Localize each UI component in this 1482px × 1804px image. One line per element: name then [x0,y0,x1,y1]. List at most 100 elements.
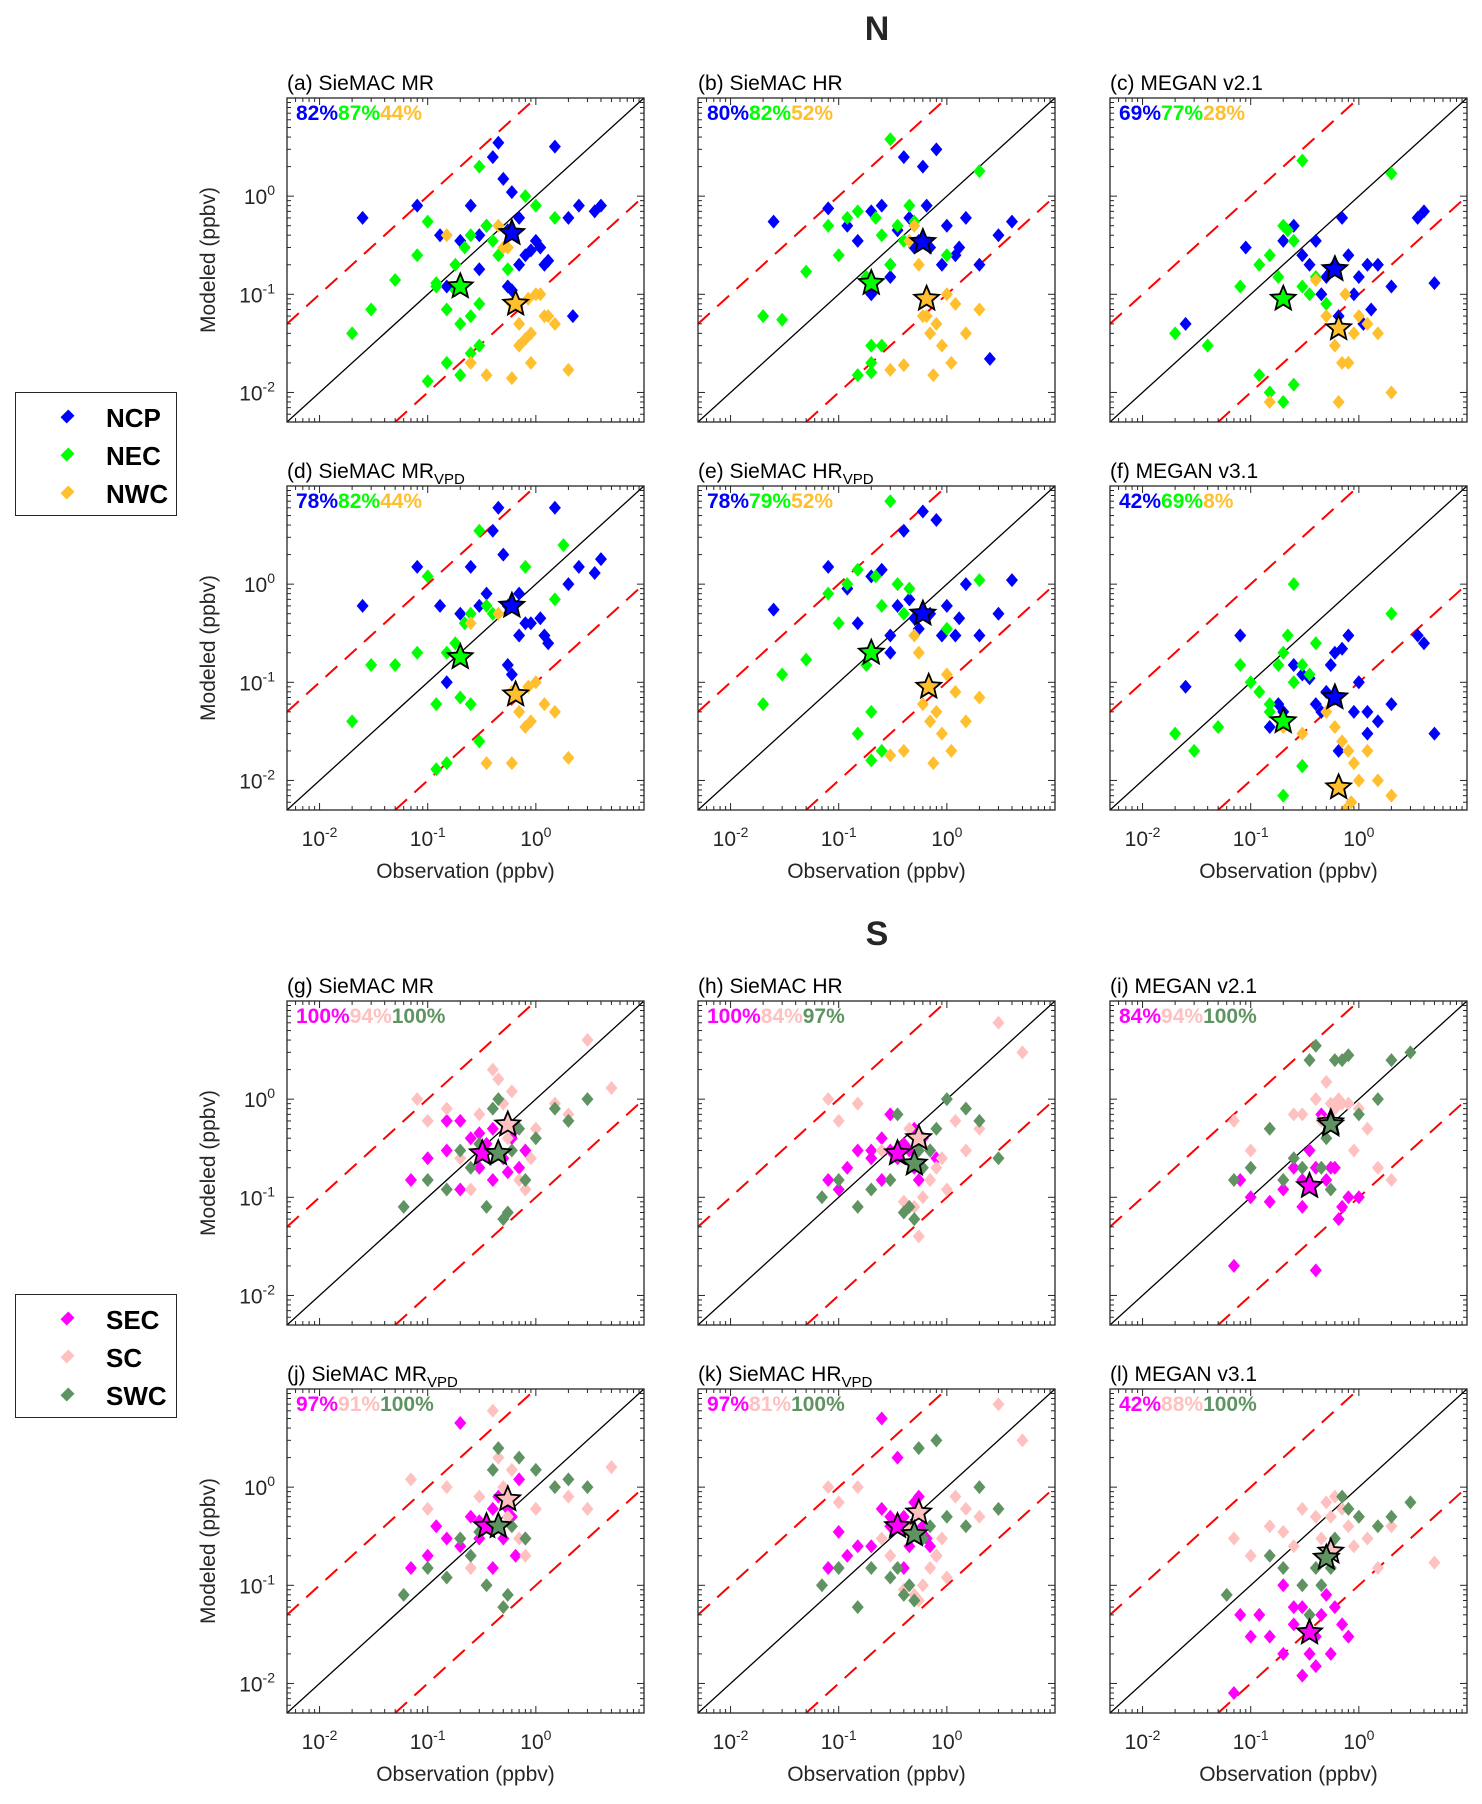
data-point-ncp [940,598,953,613]
data-point-sec [832,1524,845,1539]
data-point-sc [1296,1107,1309,1122]
data-point-sc [1371,1160,1384,1175]
data-point-swc [581,1480,594,1495]
data-point-sc [473,1107,486,1122]
one-to-one-line [698,1001,1055,1325]
data-point-swc [519,1173,532,1188]
data-point-sec [822,1173,835,1188]
data-point-sec [1303,1143,1316,1158]
mean-star-nec [1268,706,1298,734]
data-point-sc [404,1472,417,1487]
data-point-swc [903,1578,916,1593]
data-point-nwc [464,616,477,631]
data-point-nwc [1320,309,1333,324]
axes-box [1109,1388,1468,1714]
hit-rate-nec: 82% [338,490,380,513]
data-point-sec [454,1539,467,1554]
data-point-ncp [959,577,972,592]
tick-exponent: 0 [544,824,552,840]
data-point-sec [440,1113,453,1128]
upper-factor10-line [698,486,948,713]
data-point-nec [529,198,542,213]
data-point-ncp [949,628,962,643]
data-point-sc [1385,1173,1398,1188]
tick-base: 10 [931,1731,954,1754]
data-point-swc [973,1113,986,1128]
data-point-nec [865,355,878,370]
mean-star-nwc [914,671,944,700]
data-point-nec [1234,658,1247,673]
data-point-sc [949,1113,962,1128]
data-point-sc [464,1561,477,1576]
data-point-nwc [542,309,555,324]
data-point-nec [1201,338,1214,353]
axes-box [1109,1000,1468,1326]
data-point-ncp [513,257,526,272]
data-point-nwc [930,704,943,719]
data-point-sc [1227,1113,1240,1128]
data-point-sc [1342,1096,1355,1111]
y-axis-label: Modeled (ppbv) [197,187,220,333]
data-point-nec [776,667,789,682]
data-point-nwc [1345,795,1358,810]
data-point-sc [411,1092,424,1107]
tick-base: 10 [931,828,954,851]
data-point-ncp [562,210,575,225]
data-point-ncp [464,198,477,213]
panel-title: (h) SieMAC HR [698,975,843,998]
mean-star-nec [856,267,886,296]
data-point-sec [1234,1173,1247,1188]
data-point-sec [1277,1182,1290,1197]
data-point-swc [1336,1489,1349,1504]
data-point-sc [851,1480,864,1495]
data-point-swc [562,1113,575,1128]
lower-factor10-line [805,1486,1055,1713]
section-title-south: S [865,915,889,953]
mean-star-nwc [501,288,531,317]
data-point-sc [1361,1531,1374,1546]
data-point-ncp [897,523,910,538]
y-tick-label: 10-2 [239,766,275,793]
data-point-nwc [1342,743,1355,758]
data-point-sc [924,1173,937,1188]
data-point-ncp [1309,697,1322,712]
data-point-nwc [524,326,537,341]
tick-exponent: -2 [263,1669,276,1685]
data-point-nec [1296,759,1309,774]
data-point-sec [1320,1173,1333,1188]
data-point-swc [1263,1121,1276,1136]
data-point-nec [875,743,888,758]
data-point-sec [421,1151,434,1166]
data-point-nwc [513,316,526,331]
plot-area [1110,98,1467,422]
data-point-nec [940,621,953,636]
mean-star-swc [1316,1109,1346,1138]
data-point-ncp [572,198,585,213]
data-point-swc [865,1561,878,1576]
hit-rate-swc: 100% [392,1005,446,1028]
data-point-nec [473,159,486,174]
data-point-nwc [924,714,937,729]
x-tick-label: 100 [520,1727,551,1754]
data-point-sc [930,1160,943,1175]
data-point-swc [562,1472,575,1487]
data-point-ncp [1239,240,1252,255]
data-point-swc [492,1441,505,1456]
data-point-nec [1169,726,1182,741]
one-to-one-line [287,98,644,422]
data-point-sec [1315,1607,1328,1622]
data-point-ncp [464,559,477,574]
hit-rate-nec: 77% [1161,102,1203,125]
data-point-nwc [548,704,561,719]
data-point-swc [454,1531,467,1546]
data-point-nec [1287,377,1300,392]
tick-exponent: 0 [267,1473,275,1489]
data-point-ncp [973,628,986,643]
data-point-ncp [1352,270,1365,285]
hit-rate-sc: 94% [350,1005,392,1028]
data-point-sec [832,1182,845,1197]
data-point-nwc [1352,773,1365,788]
data-point-sc [1320,1495,1333,1510]
tick-base: 10 [239,1187,262,1210]
data-point-swc [815,1578,828,1593]
